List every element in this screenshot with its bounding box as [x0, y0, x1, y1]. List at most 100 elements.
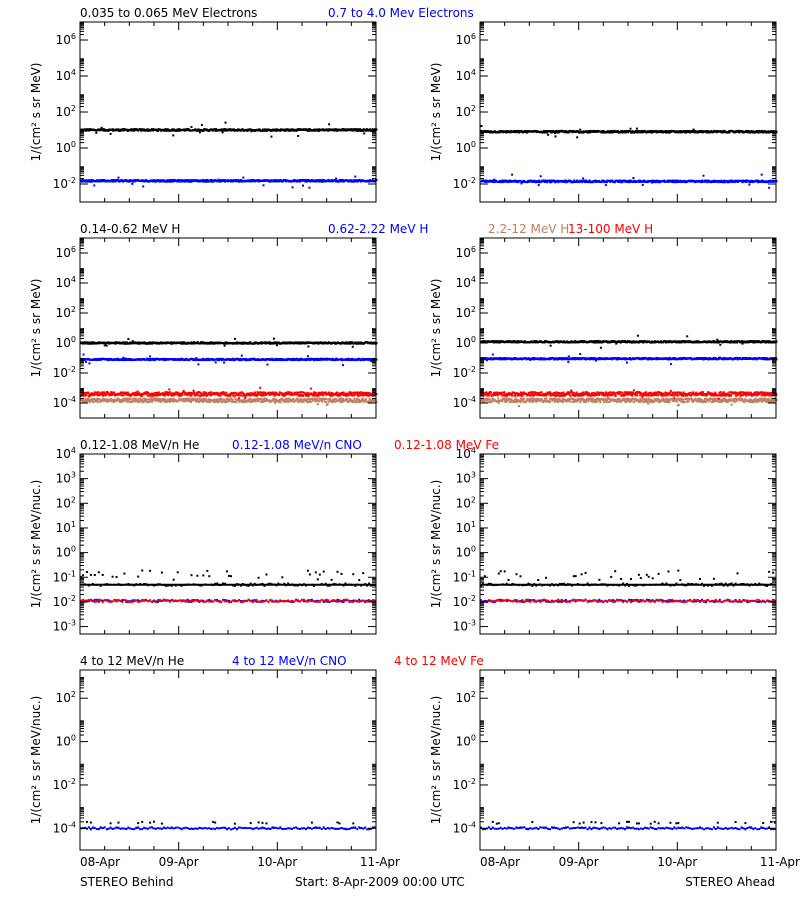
data-point [193, 391, 195, 394]
data-point [293, 393, 296, 396]
data-point [190, 394, 193, 397]
data-point [131, 400, 134, 403]
data-point [226, 397, 229, 400]
data-point [292, 398, 295, 401]
data-point [242, 176, 245, 179]
data-point [168, 401, 171, 403]
data-point [702, 174, 705, 177]
data-point [144, 341, 147, 344]
data-point [511, 173, 514, 176]
data-point [145, 393, 148, 396]
data-point [280, 397, 283, 400]
data-point [642, 131, 645, 134]
data-point [749, 179, 752, 182]
data-point [660, 129, 663, 132]
data-point [170, 129, 173, 132]
data-point [261, 394, 264, 397]
data-point [243, 398, 246, 401]
data-point [555, 130, 558, 133]
data-point [368, 397, 371, 400]
data-point [325, 401, 328, 404]
data-point [222, 400, 225, 403]
data-point [306, 355, 309, 358]
data-point [129, 398, 132, 401]
data-point [166, 391, 169, 394]
data-point [183, 179, 186, 182]
data-point [748, 183, 751, 186]
data-point [198, 131, 201, 134]
data-point [341, 393, 344, 396]
data-point [188, 397, 190, 400]
data-point [151, 400, 153, 403]
data-point [321, 400, 324, 403]
data-point [728, 131, 731, 134]
data-point [195, 357, 198, 359]
data-point [604, 184, 607, 187]
data-point [655, 180, 658, 183]
data-point [346, 398, 349, 401]
data-point [348, 342, 351, 345]
data-point [322, 394, 325, 396]
data-point [301, 391, 304, 394]
data-point [297, 391, 300, 394]
data-point [584, 181, 587, 184]
data-point [117, 397, 120, 400]
data-point [335, 177, 338, 180]
data-point [131, 340, 134, 343]
data-point [353, 180, 356, 183]
data-point [126, 391, 129, 394]
data-point [122, 342, 125, 345]
data-point [692, 128, 695, 131]
data-point [197, 363, 200, 366]
data-point [182, 400, 185, 403]
data-point [192, 392, 194, 395]
data-point [337, 399, 340, 402]
data-point [109, 392, 112, 395]
data-point [270, 393, 273, 396]
data-point [268, 393, 271, 396]
data-point [337, 394, 340, 397]
data-point [675, 181, 678, 184]
data-point [174, 398, 177, 401]
data-point [285, 397, 288, 400]
data-point [744, 181, 747, 183]
data-point [240, 394, 243, 397]
data-point [229, 394, 231, 397]
data-point [157, 129, 159, 132]
data-point [316, 403, 319, 406]
data-point [621, 131, 624, 134]
data-point [223, 391, 226, 394]
data-point [265, 393, 267, 396]
legend-entry: 0.14-0.62 MeV H [80, 222, 180, 236]
data-point [316, 128, 319, 131]
data-point [216, 399, 219, 401]
data-point [221, 359, 224, 362]
data-point [371, 400, 374, 403]
data-point [119, 393, 122, 396]
data-point [355, 128, 358, 131]
data-points [480, 125, 778, 189]
data-point [180, 179, 183, 182]
data-point [158, 398, 161, 401]
panel-1-behind: 0.14-0.62 MeV H 0.62-2.22 MeV H 2.2-12 MeV… [29, 222, 653, 419]
data-point [165, 129, 168, 132]
data-point [634, 131, 637, 134]
data-point [312, 399, 315, 402]
data-point [91, 392, 94, 395]
data-point [307, 401, 310, 404]
data-point [232, 357, 235, 360]
data-point [82, 353, 85, 356]
data-point [149, 355, 152, 358]
data-point [364, 399, 367, 402]
data-point [356, 129, 359, 132]
data-point [652, 179, 655, 182]
data-point [328, 179, 331, 182]
data-point [229, 399, 231, 402]
data-point [196, 341, 199, 344]
data-point [337, 393, 339, 396]
data-point [291, 186, 294, 189]
data-point [259, 397, 262, 400]
data-point [85, 394, 88, 397]
data-point [550, 181, 553, 184]
data-point [159, 400, 162, 403]
